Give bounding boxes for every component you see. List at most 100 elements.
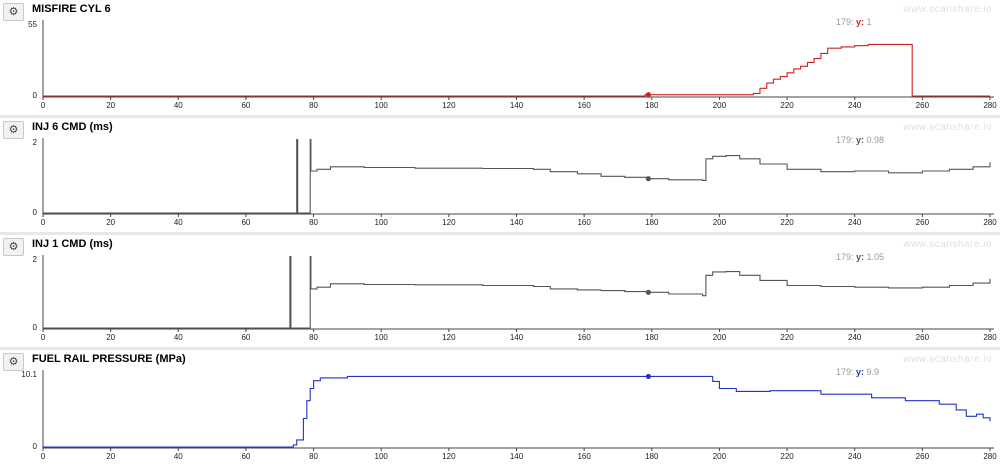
x-tick-label: 80 bbox=[309, 333, 318, 342]
x-tick-label: 160 bbox=[577, 452, 591, 461]
watermark: www.scanshare.io bbox=[903, 122, 992, 133]
x-tick-label: 20 bbox=[106, 333, 115, 342]
x-tick-label: 200 bbox=[713, 101, 727, 110]
x-tick-label: 120 bbox=[442, 333, 456, 342]
x-tick-label: 0 bbox=[41, 333, 46, 342]
x-tick-label: 60 bbox=[241, 333, 250, 342]
x-tick-label: 240 bbox=[848, 333, 862, 342]
y-tick-label: 0 bbox=[33, 442, 38, 451]
x-tick-label: 140 bbox=[510, 333, 524, 342]
x-tick-label: 220 bbox=[780, 452, 794, 461]
x-tick-label: 80 bbox=[309, 101, 318, 110]
x-tick-label: 40 bbox=[174, 218, 183, 227]
cursor-readout: 179: y: 1 bbox=[836, 17, 872, 27]
panel-separator bbox=[0, 347, 1000, 350]
x-tick-label: 220 bbox=[780, 101, 794, 110]
x-tick-label: 100 bbox=[375, 218, 389, 227]
cursor-point[interactable] bbox=[645, 92, 652, 98]
series-line bbox=[43, 43, 990, 97]
x-tick-label: 40 bbox=[174, 333, 183, 342]
x-tick-label: 140 bbox=[510, 101, 524, 110]
watermark: www.scanshare.io bbox=[903, 354, 992, 365]
x-tick-label: 260 bbox=[916, 452, 930, 461]
gear-icon[interactable]: ⚙ bbox=[3, 238, 24, 256]
cursor-y-value: 1 bbox=[867, 17, 872, 27]
chart-svg[interactable]: 10.1 00 20 40 60 80 100 120 140 160 180 200 220 240 26… bbox=[0, 350, 1000, 467]
x-tick-label: 180 bbox=[645, 333, 659, 342]
chart-panel: ⚙ MISFIRE CYL 6 www.scanshare.io 55 0 0 20 40 60… bbox=[0, 0, 1000, 118]
y-tick-label: 2 bbox=[33, 255, 38, 264]
cursor-y-key: y: bbox=[856, 252, 867, 262]
x-tick-label: 40 bbox=[174, 101, 183, 110]
x-tick-label: 220 bbox=[780, 333, 794, 342]
y-tick-label: 10.1 bbox=[21, 370, 37, 379]
series-line bbox=[43, 138, 991, 214]
x-tick-label: 180 bbox=[645, 452, 659, 461]
x-tick-label: 80 bbox=[309, 218, 318, 227]
watermark: www.scanshare.io bbox=[903, 239, 992, 250]
cursor-x-label: 179: bbox=[836, 135, 856, 145]
chart-panel: ⚙ INJ 1 CMD (ms) www.scanshare.io 2 0 0 20 40 60… bbox=[0, 235, 1000, 350]
cursor-x-label: 179: bbox=[836, 367, 856, 377]
cursor-point[interactable] bbox=[645, 176, 652, 182]
x-tick-label: 100 bbox=[375, 333, 389, 342]
x-tick-label: 260 bbox=[916, 333, 930, 342]
x-tick-label: 200 bbox=[713, 218, 727, 227]
x-tick-label: 60 bbox=[241, 452, 250, 461]
chart-panel: ⚙ FUEL RAIL PRESSURE (MPa) www.scanshare.i… bbox=[0, 350, 1000, 467]
x-tick-label: 60 bbox=[241, 101, 250, 110]
cursor-point[interactable] bbox=[645, 289, 652, 295]
cursor-y-key: y: bbox=[856, 17, 867, 27]
cursor-readout: 179: y: 0.98 bbox=[836, 135, 884, 145]
gear-icon[interactable]: ⚙ bbox=[3, 353, 24, 371]
x-tick-label: 140 bbox=[510, 218, 524, 227]
chart-title: FUEL RAIL PRESSURE (MPa) bbox=[32, 353, 186, 365]
x-tick-label: 280 bbox=[983, 218, 997, 227]
x-tick-label: 20 bbox=[106, 452, 115, 461]
x-tick-label: 120 bbox=[442, 452, 456, 461]
cursor-point[interactable] bbox=[645, 373, 652, 380]
cursor-readout: 179: y: 1.05 bbox=[836, 252, 884, 262]
chart-svg[interactable]: 200 20 40 60 80 100 120 140 160 180 200 220 240 260 28… bbox=[0, 235, 1000, 348]
cursor-x-label: 179: bbox=[836, 17, 856, 27]
chart-title: INJ 6 CMD (ms) bbox=[32, 121, 113, 133]
cursor-y-value: 1.05 bbox=[867, 252, 885, 262]
x-tick-label: 100 bbox=[375, 101, 389, 110]
x-tick-label: 40 bbox=[174, 452, 183, 461]
x-tick-label: 280 bbox=[983, 101, 997, 110]
x-tick-label: 280 bbox=[983, 333, 997, 342]
x-tick-label: 0 bbox=[41, 101, 46, 110]
gear-icon[interactable]: ⚙ bbox=[3, 121, 24, 139]
chart-title: INJ 1 CMD (ms) bbox=[32, 238, 113, 250]
x-tick-label: 240 bbox=[848, 452, 862, 461]
watermark: www.scanshare.io bbox=[903, 4, 992, 15]
panel-separator bbox=[0, 115, 1000, 118]
chart-svg[interactable]: 200 20 40 60 80 100 120 140 160 180 200 220 240 260 28… bbox=[0, 118, 1000, 233]
y-tick-label: 0 bbox=[33, 323, 38, 332]
x-tick-label: 0 bbox=[41, 452, 46, 461]
x-tick-label: 240 bbox=[848, 218, 862, 227]
x-tick-label: 240 bbox=[848, 101, 862, 110]
x-tick-label: 160 bbox=[577, 101, 591, 110]
gear-icon[interactable]: ⚙ bbox=[3, 3, 24, 21]
x-tick-label: 260 bbox=[916, 101, 930, 110]
x-tick-label: 160 bbox=[577, 218, 591, 227]
x-tick-label: 20 bbox=[106, 218, 115, 227]
panel-separator bbox=[0, 232, 1000, 235]
x-tick-label: 200 bbox=[713, 333, 727, 342]
series-line bbox=[43, 256, 991, 329]
x-tick-label: 60 bbox=[241, 218, 250, 227]
cursor-readout: 179: y: 9.9 bbox=[836, 367, 879, 377]
x-tick-label: 120 bbox=[442, 101, 456, 110]
cursor-y-value: 0.98 bbox=[867, 135, 885, 145]
cursor-y-value: 9.9 bbox=[867, 367, 880, 377]
x-tick-label: 100 bbox=[375, 452, 389, 461]
y-tick-label: 0 bbox=[33, 208, 38, 217]
chart-svg[interactable]: 55 00 20 40 60 80 100 120 140 160 180 200 220 240 260 2… bbox=[0, 0, 1000, 116]
x-tick-label: 200 bbox=[713, 452, 727, 461]
cursor-x-label: 179: bbox=[836, 252, 856, 262]
chart-panel: ⚙ INJ 6 CMD (ms) www.scanshare.io 2 0 0 20 40 60… bbox=[0, 118, 1000, 235]
cursor-y-key: y: bbox=[856, 135, 867, 145]
y-tick-label: 0 bbox=[33, 91, 38, 100]
